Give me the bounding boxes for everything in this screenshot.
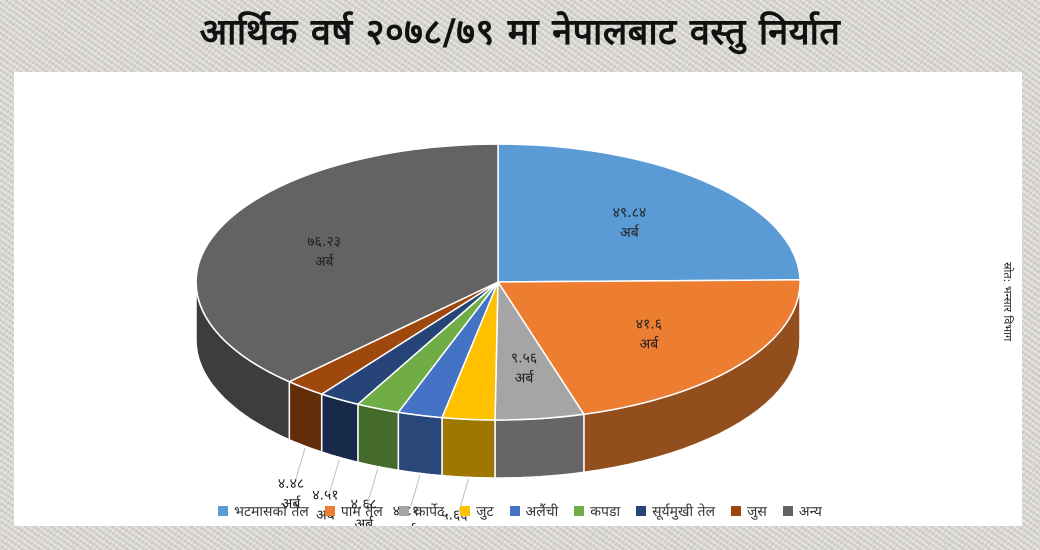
pie-slice-2 bbox=[496, 279, 801, 416]
pie-side-3 bbox=[494, 413, 585, 479]
legend-label: सूर्यमुखी तेल bbox=[652, 503, 716, 520]
legend-swatch bbox=[636, 506, 647, 516]
pie-chart: ४९.८४अर्ब४१.६अर्ब९.५६अर्ब५.६६अर्ब४.८१अर्… bbox=[195, 143, 801, 526]
legend-swatch bbox=[460, 506, 471, 516]
legend-item-4: जुट bbox=[460, 502, 494, 521]
legend-swatch bbox=[324, 506, 335, 516]
data-label-unit-8: अर्ब bbox=[282, 495, 302, 512]
legend-item-9: अन्य bbox=[782, 502, 822, 521]
legend-swatch bbox=[509, 506, 520, 516]
legend-item-7: सूर्यमुखी तेल bbox=[636, 502, 715, 521]
pie-side-7 bbox=[320, 393, 359, 464]
pie-sides bbox=[195, 281, 801, 479]
pie-top bbox=[195, 143, 801, 421]
data-label-value-8: ४.४८ bbox=[278, 476, 304, 492]
legend-label: जुट bbox=[476, 503, 494, 520]
data-label-unit-9: अर्ब bbox=[315, 253, 335, 270]
legend-item-6: कपडा bbox=[574, 502, 620, 521]
legend-item-8: जुस bbox=[731, 502, 767, 521]
data-label-value-7: ४.५१ bbox=[312, 487, 338, 503]
pie-slice-1 bbox=[497, 143, 801, 283]
data-label-unit-2: अर्ब bbox=[640, 336, 660, 353]
data-label-unit-1: अर्ब bbox=[620, 224, 640, 241]
legend-label: भटमासको तेल bbox=[234, 503, 309, 520]
data-label-value-1: ४९.८४ bbox=[613, 205, 647, 221]
data-label-value-3: ९.५६ bbox=[511, 351, 537, 367]
legend-label: अन्य bbox=[798, 503, 822, 520]
chart-panel: ४९.८४अर्ब४१.६अर्ब९.५६अर्ब५.६६अर्ब४.८१अर्… bbox=[14, 72, 1022, 526]
legend-label: जुस bbox=[747, 503, 767, 520]
legend-swatch bbox=[731, 506, 742, 516]
legend-item-2: पाम तेल bbox=[324, 502, 383, 521]
pie-side-6 bbox=[357, 403, 400, 472]
data-label-value-2: ४१.६ bbox=[636, 317, 662, 333]
pie-slice-9 bbox=[195, 143, 499, 383]
data-label-unit-6: अर्ब bbox=[354, 516, 374, 526]
leader-line-8 bbox=[294, 448, 306, 483]
legend-label: अलैंची bbox=[525, 503, 559, 520]
legend-item-1: भटमासको तेल bbox=[218, 502, 309, 521]
leader-line-6 bbox=[367, 468, 379, 503]
data-label-value-9: ७६.२३ bbox=[307, 234, 341, 250]
source-note: स्रोत: भन्सार विभाग bbox=[1001, 262, 1014, 342]
leader-line-7 bbox=[328, 459, 340, 494]
pie-side-5 bbox=[397, 411, 443, 477]
pie-side-4 bbox=[441, 416, 496, 479]
legend-label: पाम तेल bbox=[340, 503, 383, 520]
legend-swatch bbox=[218, 506, 229, 516]
data-label-unit-3: अर्ब bbox=[515, 370, 535, 387]
leader-line-5 bbox=[409, 475, 421, 510]
legend-swatch bbox=[574, 506, 585, 516]
legend-item-5: अलैंची bbox=[509, 502, 559, 521]
legend-item-3: कार्पेट bbox=[398, 502, 445, 521]
leader-line-4 bbox=[457, 479, 469, 514]
legend-label: कपडा bbox=[590, 503, 621, 520]
data-label-unit-5: अर्ब bbox=[397, 522, 417, 526]
data-label-value-6: ४.६८ bbox=[351, 497, 377, 513]
legend-label: कार्पेट bbox=[414, 503, 445, 520]
chart-legend: भटमासको तेल पाम तेल कार्पेट जुट अलैंची कपडा सू… bbox=[120, 500, 920, 522]
legend-swatch bbox=[398, 506, 409, 516]
chart-title: आर्थिक वर्ष २०७८/७९ मा नेपालबाट वस्तु नि… bbox=[199, 12, 841, 53]
legend-swatch bbox=[782, 506, 793, 516]
